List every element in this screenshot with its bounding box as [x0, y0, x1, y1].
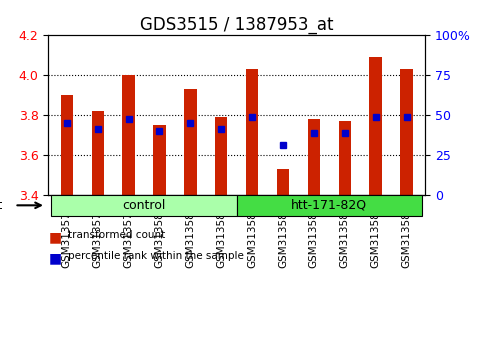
Text: control: control — [122, 199, 166, 212]
Bar — [339, 121, 351, 195]
Text: agent: agent — [0, 199, 2, 212]
Bar — [184, 89, 197, 195]
Bar — [277, 169, 289, 195]
Text: ■: ■ — [48, 251, 61, 266]
Bar — [153, 125, 166, 195]
Text: ■: ■ — [48, 230, 61, 244]
Text: percentile rank within the sample: percentile rank within the sample — [68, 251, 243, 261]
Bar — [246, 69, 258, 195]
Bar — [369, 57, 382, 195]
Bar — [92, 111, 104, 195]
Bar — [215, 117, 227, 195]
Title: GDS3515 / 1387953_at: GDS3515 / 1387953_at — [140, 16, 333, 34]
Bar — [400, 69, 412, 195]
Bar — [122, 75, 135, 195]
Text: htt-171-82Q: htt-171-82Q — [291, 199, 368, 212]
Bar — [61, 95, 73, 195]
Text: transformed count: transformed count — [68, 230, 165, 240]
Bar — [308, 119, 320, 195]
